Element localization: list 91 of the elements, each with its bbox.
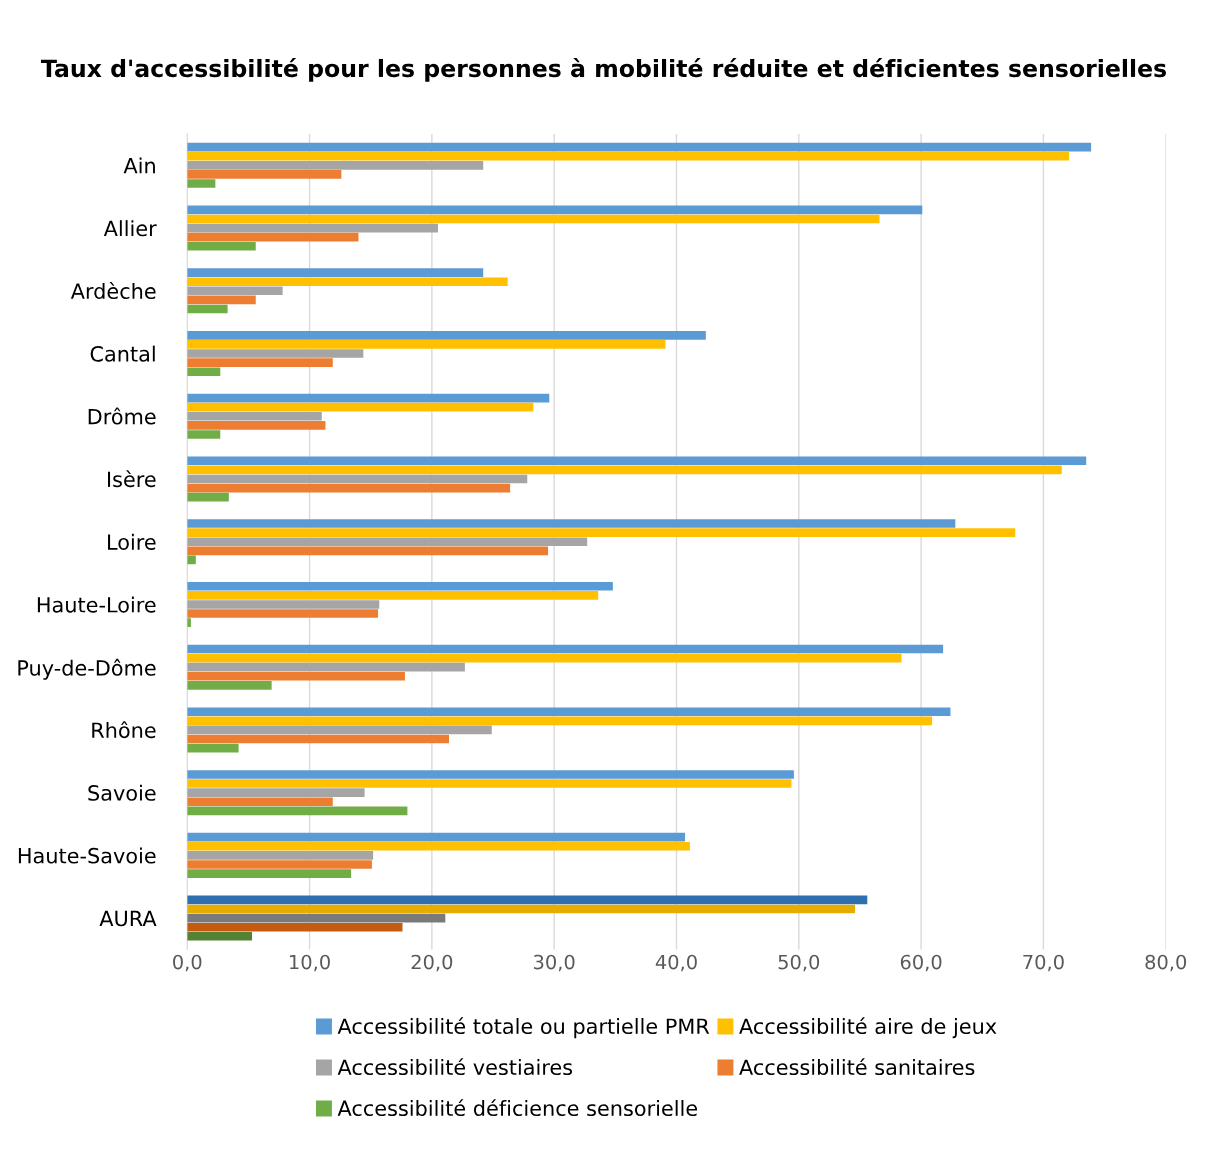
y-tick-label: Haute-Savoie: [18, 847, 156, 864]
y-tick-label: Cantal: [90, 345, 155, 362]
x-tick-label: 20,0: [411, 954, 453, 972]
bar: [187, 474, 528, 484]
bar: [187, 788, 365, 797]
x-tick-label: 80,0: [1145, 954, 1187, 972]
x-tick-label: 10,0: [290, 954, 330, 972]
x-tick-label: 50,0: [778, 954, 820, 972]
x-tick-label: 70,0: [1023, 954, 1064, 972]
bar: [187, 205, 923, 215]
x-tick-label: 30,0: [534, 954, 575, 972]
bar: [187, 161, 484, 170]
bar: [187, 367, 221, 377]
bar: [187, 931, 253, 941]
bar: [187, 528, 1016, 537]
bar: [187, 304, 228, 314]
bar: [187, 743, 239, 753]
bar: [187, 546, 549, 556]
bar: [187, 913, 446, 923]
legend-label: Accessibilité vestiaires: [337, 1058, 573, 1076]
bar: [187, 331, 706, 340]
legend-label: Accessibilité déficience sensorielle: [337, 1099, 698, 1117]
y-tick-label: Allier: [103, 220, 157, 237]
bar: [187, 770, 794, 779]
bar: [187, 340, 666, 349]
bar: [187, 922, 403, 932]
legend-label: Accessibilité totale ou partielle PMR: [337, 1017, 710, 1039]
bar: [187, 537, 588, 547]
bar: [187, 869, 352, 878]
bar: [187, 151, 1070, 161]
x-tick-label: 40,0: [655, 954, 697, 972]
bar: [187, 295, 256, 305]
bar: [187, 581, 613, 591]
bar: [187, 492, 229, 502]
bar: [187, 179, 216, 188]
bar: [187, 519, 956, 528]
y-tick-label: Savoie: [88, 784, 156, 801]
bar: [187, 644, 944, 654]
y-tick-label: Loire: [108, 533, 156, 550]
bar: [187, 223, 438, 233]
y-tick-label: Drôme: [88, 407, 156, 425]
bar: [187, 286, 283, 296]
bar: [187, 841, 690, 851]
bar: [187, 671, 405, 681]
bar: [187, 779, 792, 788]
bar: [187, 241, 256, 251]
legend-label: Accessibilité sanitaires: [739, 1058, 975, 1076]
x-tick-label: 0,0: [173, 954, 202, 972]
bar: [187, 456, 1087, 466]
bar: [187, 797, 333, 807]
bar: [187, 681, 272, 690]
bar: [187, 142, 1092, 152]
chart-title: Taux d'accessibilité pour les personnes à mobilité réduite et déficientes sensorielles: [40, 58, 1166, 82]
bar: [187, 214, 880, 224]
bar: [187, 707, 951, 717]
bar: [187, 904, 856, 914]
bar: [187, 465, 1062, 475]
bar: [187, 411, 322, 421]
y-tick-label: Rhône: [92, 721, 156, 739]
legend-label: Accessibilité aire de jeux: [739, 1017, 997, 1039]
bar: [187, 232, 359, 242]
y-tick-label: Isère: [108, 470, 156, 488]
bar: [187, 358, 333, 367]
bar: [187, 609, 379, 618]
bar: [187, 600, 380, 609]
x-tick-label: 60,0: [900, 954, 942, 972]
bar: [187, 349, 364, 358]
y-tick-label: Puy-de-Dôme: [18, 658, 156, 680]
bar: [187, 393, 550, 403]
bar: [187, 591, 599, 600]
y-tick-label: Haute-Loire: [37, 596, 156, 613]
y-tick-label: AURA: [99, 910, 157, 927]
bar: [187, 421, 326, 430]
bar: [187, 851, 374, 860]
bar: [187, 430, 221, 439]
bar: [187, 277, 508, 287]
bar: [187, 725, 492, 735]
bar: [187, 860, 372, 869]
bar: [187, 268, 484, 277]
bar: [187, 716, 933, 726]
bar: [187, 895, 868, 905]
bar: [187, 653, 902, 663]
y-tick-label: Ain: [123, 157, 155, 174]
y-tick-label: Ardèche: [70, 282, 156, 300]
bar: [187, 402, 534, 412]
bar: [187, 832, 686, 842]
bar: [187, 483, 511, 493]
bar: [187, 662, 465, 672]
bar: [187, 734, 449, 744]
bar: [187, 806, 408, 816]
bar: [187, 170, 342, 179]
